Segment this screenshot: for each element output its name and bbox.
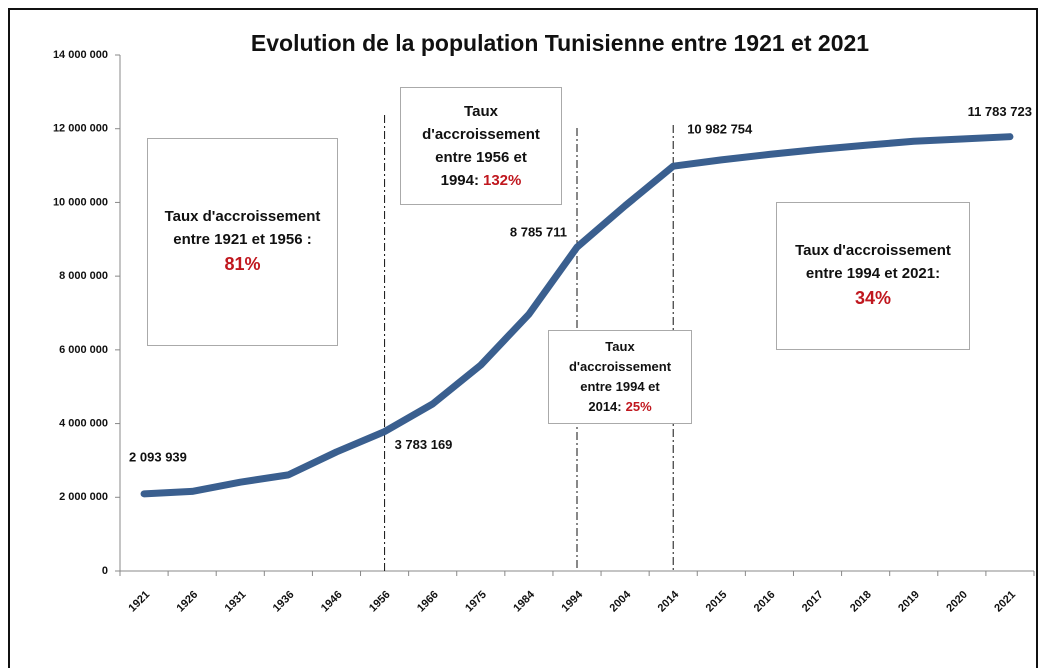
data-label: 3 783 169 [395,437,453,452]
annotation-box: Taux d'accroissement entre 1921 et 1956 … [147,138,338,346]
annotation-box: Taux d'accroissement entre 1994 et 2021:… [776,202,970,350]
annotation: Taux d'accroissement entre 1994 et 2014:… [559,337,681,418]
annotation-rate: 25% [625,399,652,415]
x-tick-label: 1946 [319,589,345,615]
y-tick-label: 6 000 000 [59,344,108,356]
line [140,133,1014,498]
annotation-text: Taux d'accroissement entre 1921 et 1956 … [164,207,321,249]
x-tick-label: 2020 [944,589,970,615]
annotation-box: Taux d'accroissement entre 1956 et 1994:… [400,87,562,205]
annotation-text: Taux d'accroissement entre 1956 et 1994: [422,102,540,190]
x-tick-label: 1931 [223,589,249,615]
data-label: 11 783 723 [968,104,1032,119]
x-tick-label: 2018 [848,589,874,615]
x-tick-label: 2004 [607,588,633,614]
x-tick-label: 2019 [896,589,922,615]
y-tick-label: 8 000 000 [59,270,108,282]
data-label: 2 093 939 [129,449,187,464]
x-tick-label: 1994 [559,588,585,614]
x-tick-label: 2014 [656,588,682,614]
x-tick-label: 2015 [704,589,730,615]
y-tick-label: 12 000 000 [53,123,108,135]
annotation-box: Taux d'accroissement entre 1994 et 2014:… [548,330,692,424]
y-tick-label: 0 [102,565,108,577]
y-tick-label: 4 000 000 [59,417,108,429]
y-tick-label: 14 000 000 [53,49,108,61]
x-tick-label: 1956 [367,589,393,615]
x-tick-label: 2021 [992,589,1018,615]
annotation-rate: 81% [224,254,261,275]
y-tick-label: 10 000 000 [53,196,108,208]
annotation-rate: 132% [483,172,522,190]
annotation-text: Taux d'accroissement entre 1994 et 2014: [568,338,672,415]
x-tick-label: 1921 [126,589,152,615]
y-tick-label: 2 000 000 [59,491,108,503]
data-label: 8 785 711 [510,225,567,240]
annotation: Taux d'accroissement entre 1956 et 1994:… [411,100,551,193]
data-label: 10 982 754 [687,122,753,137]
x-tick-label: 2016 [752,589,778,615]
x-tick-label: 2017 [800,589,826,615]
x-tick-label: 1936 [271,589,297,615]
annotation-rate: 34% [854,288,892,309]
x-tick-label: 1984 [511,588,537,614]
frame [8,8,1038,668]
annotation: Taux d'accroissement entre 1921 et 1956 … [158,205,327,279]
x-tick-label: 1966 [415,589,441,615]
annotation-text: Taux d'accroissement entre 1994 et 2021: [795,241,951,283]
annotation: Taux d'accroissement entre 1994 et 2021:… [787,239,959,313]
chart-title: Evolution de la population Tunisienne en… [251,30,869,56]
x-tick-label: 1926 [175,589,201,615]
x-tick-label: 1975 [463,589,489,615]
